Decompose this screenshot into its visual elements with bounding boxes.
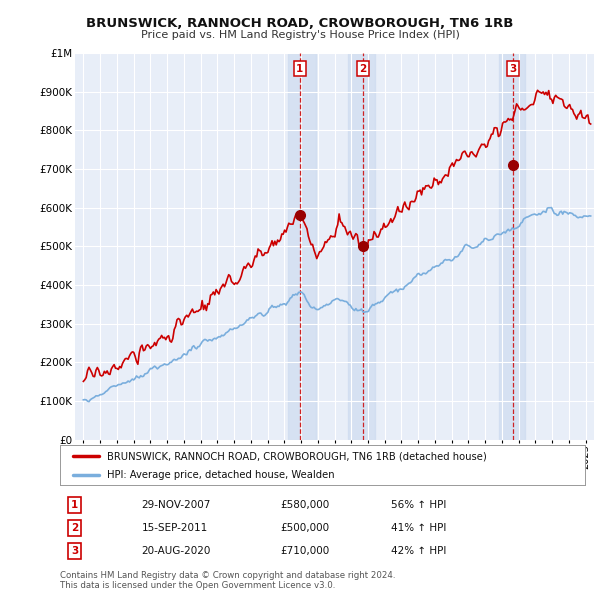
Text: Price paid vs. HM Land Registry's House Price Index (HPI): Price paid vs. HM Land Registry's House … bbox=[140, 30, 460, 40]
Text: 41% ↑ HPI: 41% ↑ HPI bbox=[391, 523, 446, 533]
Text: BRUNSWICK, RANNOCH ROAD, CROWBOROUGH, TN6 1RB: BRUNSWICK, RANNOCH ROAD, CROWBOROUGH, TN… bbox=[86, 17, 514, 30]
Text: 2: 2 bbox=[71, 523, 79, 533]
Bar bbox=[499, 53, 526, 440]
Text: 15-SEP-2011: 15-SEP-2011 bbox=[142, 523, 208, 533]
Text: 1: 1 bbox=[71, 500, 79, 510]
Text: £580,000: £580,000 bbox=[281, 500, 330, 510]
Text: £500,000: £500,000 bbox=[281, 523, 329, 533]
Text: £710,000: £710,000 bbox=[281, 546, 330, 556]
Text: 56% ↑ HPI: 56% ↑ HPI bbox=[391, 500, 446, 510]
Text: 3: 3 bbox=[71, 546, 79, 556]
Bar bbox=[287, 53, 316, 440]
Text: Contains HM Land Registry data © Crown copyright and database right 2024.: Contains HM Land Registry data © Crown c… bbox=[60, 571, 395, 579]
Bar bbox=[348, 53, 374, 440]
Text: 1: 1 bbox=[296, 64, 304, 74]
Text: 42% ↑ HPI: 42% ↑ HPI bbox=[391, 546, 446, 556]
Text: HPI: Average price, detached house, Wealden: HPI: Average price, detached house, Weal… bbox=[107, 470, 335, 480]
Text: 3: 3 bbox=[509, 64, 516, 74]
Text: This data is licensed under the Open Government Licence v3.0.: This data is licensed under the Open Gov… bbox=[60, 581, 335, 589]
Text: BRUNSWICK, RANNOCH ROAD, CROWBOROUGH, TN6 1RB (detached house): BRUNSWICK, RANNOCH ROAD, CROWBOROUGH, TN… bbox=[107, 451, 487, 461]
Text: 20-AUG-2020: 20-AUG-2020 bbox=[142, 546, 211, 556]
Text: 29-NOV-2007: 29-NOV-2007 bbox=[142, 500, 211, 510]
Text: 2: 2 bbox=[359, 64, 367, 74]
